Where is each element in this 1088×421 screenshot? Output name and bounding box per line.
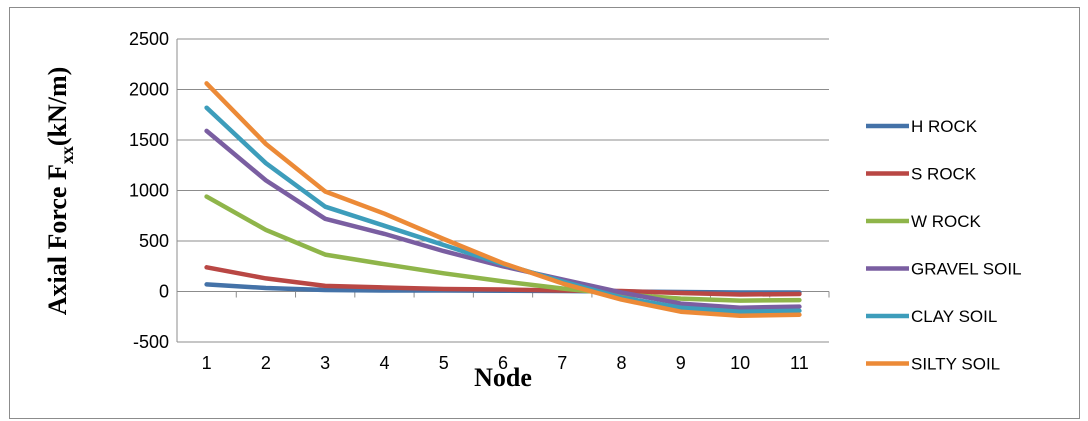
series-lines <box>204 81 802 318</box>
x-tick-label: 2 <box>261 353 271 373</box>
x-tick-label: 11 <box>790 353 809 373</box>
y-tick-label: 2000 <box>129 80 169 100</box>
x-tick-label: 7 <box>557 353 567 373</box>
legend: H ROCK S ROCK W ROCK GRAVEL SOIL CLAY SOIL SI… <box>866 117 1022 374</box>
legend-label: W ROCK <box>911 212 982 231</box>
legend-label: CLAY SOIL <box>911 307 997 326</box>
y-axis-title-unit: (kN/m) <box>43 67 72 146</box>
y-axis-title-main: Axial Force F <box>43 164 72 315</box>
x-tick-label: 4 <box>379 353 389 373</box>
y-tick-label: 500 <box>139 231 169 251</box>
gridlines <box>177 38 829 343</box>
y-tick-labels: -500 0 500 1000 1500 2000 2500 <box>129 29 169 352</box>
x-tick-label: 1 <box>202 353 212 373</box>
x-tick-label: 5 <box>439 353 449 373</box>
chart-frame <box>9 7 1080 419</box>
y-axis-title: Axial Force Fxx(kN/m) <box>43 67 77 316</box>
series-line-silty-soil <box>204 81 802 318</box>
legend-label: S ROCK <box>911 165 977 184</box>
x-axis-title: Node <box>474 363 532 392</box>
x-tick-label: 3 <box>320 353 330 373</box>
y-tick-label: 1000 <box>129 181 169 201</box>
y-axis-title-subscript: xx <box>57 146 77 164</box>
legend-label: SILTY SOIL <box>911 355 1000 374</box>
y-tick-label: -500 <box>133 332 169 352</box>
x-tick-label: 8 <box>617 353 627 373</box>
legend-label: GRAVEL SOIL <box>911 260 1022 279</box>
x-tick-labels: 1 2 3 4 5 6 7 8 9 10 11 <box>202 353 809 373</box>
x-tick-label: 9 <box>676 353 686 373</box>
y-tick-label: 2500 <box>129 29 169 49</box>
x-tick-label: 6 <box>498 353 508 373</box>
y-tick-label: 1500 <box>129 130 169 150</box>
series-line-s-rock <box>204 265 802 297</box>
series-line-w-rock <box>204 194 802 303</box>
legend-label: H ROCK <box>911 117 978 136</box>
y-tick-label: 0 <box>159 282 169 302</box>
x-tick-label: 10 <box>730 353 750 373</box>
